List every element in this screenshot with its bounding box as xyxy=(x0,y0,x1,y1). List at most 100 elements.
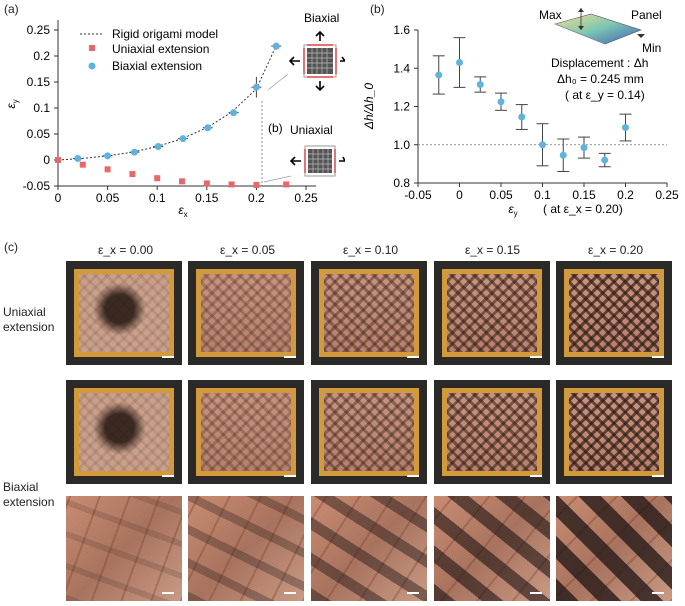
legend-biaxial-swatch xyxy=(88,62,96,70)
a-ytick-label: 0.05 xyxy=(27,127,51,141)
photo-uni-2 xyxy=(311,261,427,365)
panel-b-label: (b) xyxy=(370,2,385,16)
chart-b-xlabel-note: ( at ε_x = 0.20) xyxy=(543,202,623,216)
a-xtick-label: 0.25 xyxy=(294,191,318,205)
a-ytick-label: 0.25 xyxy=(27,23,51,37)
uniaxial-point xyxy=(228,181,235,188)
photo-bi-4 xyxy=(556,380,672,484)
photo-uni-1 xyxy=(188,261,304,365)
b-point xyxy=(476,81,484,89)
inset-panel-label: Panel xyxy=(631,8,662,22)
photo-zoom-2 xyxy=(311,496,427,601)
photo-uni-4 xyxy=(556,261,672,365)
uniaxial-point xyxy=(55,157,61,163)
legend-biaxial-label: Biaxial extension xyxy=(112,59,202,73)
b-point xyxy=(622,124,629,132)
b-xtick-label: 0.15 xyxy=(572,188,596,202)
b-xtick-label: -0.05 xyxy=(404,188,432,202)
chart-a-xlabel: εx xyxy=(178,203,187,219)
chart-b-xlabel: εy xyxy=(508,202,517,218)
b-ytick-label: 1.4 xyxy=(393,61,410,75)
panel-surface-inset xyxy=(554,8,645,45)
a-ytick-label: 0 xyxy=(43,153,50,167)
inset-uniaxial-icon xyxy=(289,145,345,177)
biaxial-point xyxy=(74,154,82,162)
photo-bi-2 xyxy=(311,380,427,484)
uniaxial-point xyxy=(79,161,86,168)
photo-zoom-0 xyxy=(66,496,182,601)
a-xtick-label: 0 xyxy=(55,191,62,205)
b-ytick-label: 0.8 xyxy=(393,176,410,190)
model-curve xyxy=(57,45,277,161)
photo-zoom-1 xyxy=(188,496,304,601)
b-xtick-label: 0.05 xyxy=(489,188,513,202)
chart-a-ylabel: εy xyxy=(4,99,20,108)
column-header-4: ε_x = 0.20 xyxy=(588,243,644,257)
a-ytick-label: 0.1 xyxy=(33,101,50,115)
annotation-b: (b) xyxy=(268,121,283,135)
a-ytick-label: -0.05 xyxy=(23,179,51,193)
b-point xyxy=(518,113,526,121)
photo-zoom-3 xyxy=(434,496,550,601)
legend-model-label: Rigid origami model xyxy=(112,27,218,41)
biaxial-point xyxy=(204,124,212,132)
biaxial-point xyxy=(230,109,238,117)
chart-a: 0 0.05 0.1 0.15 0.2 0.25 -0.05 0 0.05 0.1 0.15 0.2 0… xyxy=(4,11,345,219)
column-header-1: ε_x = 0.05 xyxy=(220,243,276,257)
a-xtick-label: 0.2 xyxy=(248,191,265,205)
a-xtick-label: 0.05 xyxy=(96,191,120,205)
b-ytick-label: 1.2 xyxy=(393,100,410,114)
column-header-3: ε_x = 0.15 xyxy=(465,243,521,257)
chart-b-ylabel: Δh/Δh_0 xyxy=(362,83,376,130)
biaxial-point xyxy=(179,135,187,143)
photo-uni-0 xyxy=(66,261,182,365)
photo-bi-3 xyxy=(434,380,550,484)
column-header-2: ε_x = 0.10 xyxy=(343,243,399,257)
legend-uniaxial-swatch xyxy=(89,45,95,51)
b-point xyxy=(456,59,463,67)
inset-biaxial-label: Biaxial xyxy=(304,11,339,25)
inset-uniaxial-label: Uniaxial xyxy=(290,123,333,137)
a-xtick-label: 0.1 xyxy=(149,191,166,205)
b-xtick-label: 0.25 xyxy=(655,188,679,202)
uniaxial-point xyxy=(203,180,210,187)
b-point xyxy=(580,144,588,152)
inset-biaxial-icon xyxy=(288,30,345,92)
biaxial-point xyxy=(252,83,260,91)
inset-max-label: Max xyxy=(539,8,562,22)
uniaxial-point xyxy=(104,166,111,173)
biaxial-point xyxy=(272,42,280,50)
b-xtick-label: 0.2 xyxy=(617,188,634,202)
b-ytick-label: 1.0 xyxy=(393,138,410,152)
uniaxial-point xyxy=(283,181,290,188)
b-xtick-label: 0.1 xyxy=(534,188,551,202)
photo-bi-1 xyxy=(188,380,304,484)
chart-b: -0.05 0 0.05 0.1 0.15 0.2 0.250.81.01.21.41.6 … xyxy=(362,8,679,218)
b-point xyxy=(559,151,567,159)
row-label-uniaxial: Uniaxial extension xyxy=(3,305,55,334)
column-header-0: ε_x = 0.00 xyxy=(98,243,154,257)
b-xtick-label: 0 xyxy=(456,188,463,202)
uniaxial-point xyxy=(179,178,185,185)
row-label-biaxial: Biaxial extension xyxy=(3,480,55,509)
inset-min-label: Min xyxy=(642,41,661,55)
photo-uni-3 xyxy=(434,261,550,365)
biaxial-point xyxy=(104,152,112,160)
photo-zoom-4 xyxy=(556,496,672,601)
uniaxial-point xyxy=(253,181,260,188)
at-text: ( at ε_y = 0.14) xyxy=(565,88,645,102)
b-point xyxy=(497,98,505,106)
displacement-text: Displacement : Δh xyxy=(551,56,648,70)
a-xtick-label: 0.15 xyxy=(195,191,219,205)
a-ytick-label: 0.15 xyxy=(27,75,51,89)
dh0-text: Δh₀ = 0.245 mm xyxy=(557,72,644,86)
panel-a-label: (a) xyxy=(4,2,19,16)
uniaxial-point xyxy=(154,175,161,182)
b-point xyxy=(601,156,609,164)
b-ytick-label: 1.6 xyxy=(393,23,410,37)
b-point xyxy=(435,71,443,79)
biaxial-point xyxy=(130,148,138,156)
legend-uniaxial-label: Uniaxial extension xyxy=(112,42,209,56)
biaxial-point xyxy=(154,142,162,150)
b-point xyxy=(539,141,546,149)
